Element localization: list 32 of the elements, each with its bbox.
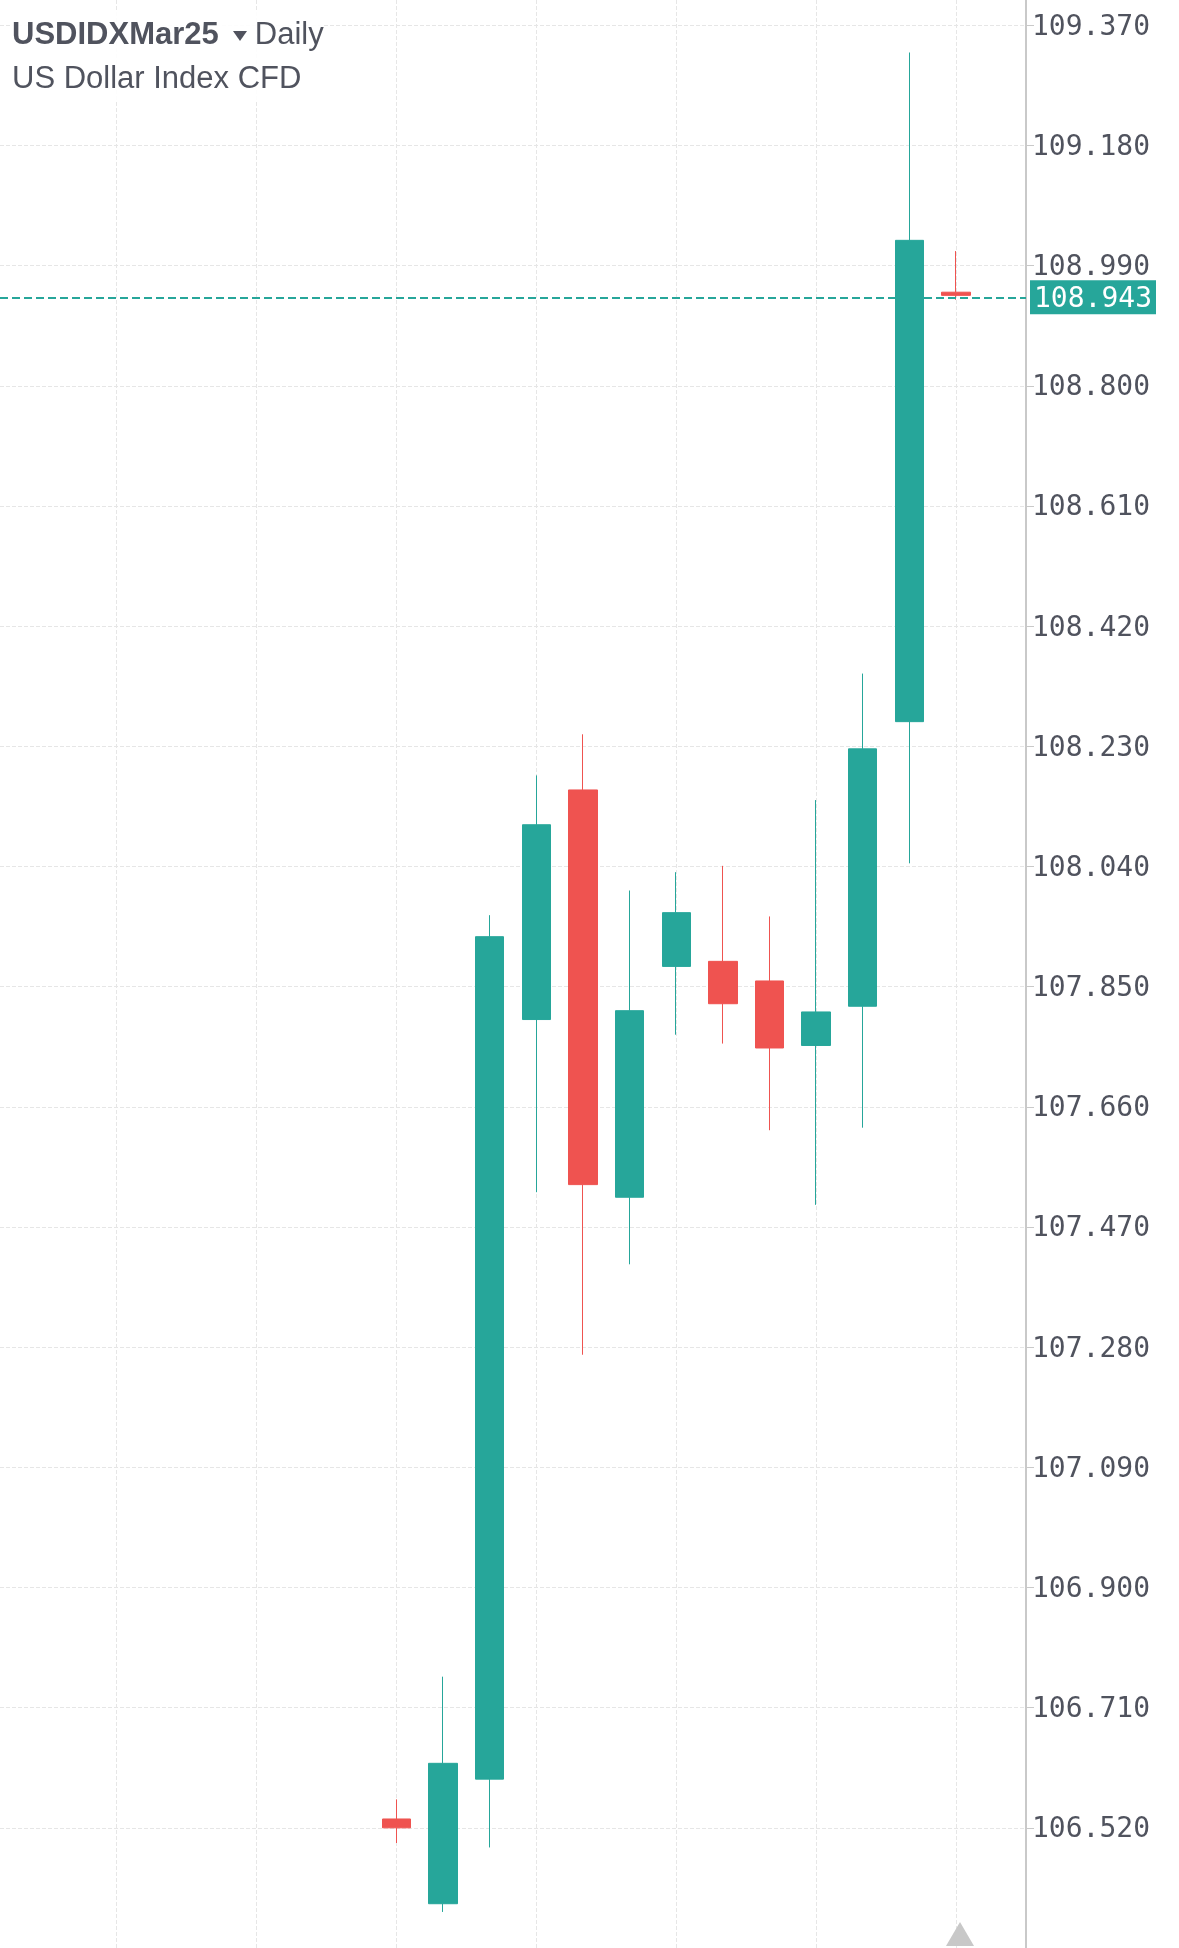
y-tick-label: 106.520: [1032, 1811, 1151, 1845]
candlestick: [428, 1676, 458, 1913]
y-tick-label: 106.710: [1032, 1691, 1151, 1725]
candlestick: [522, 774, 551, 1193]
ref-line-label: 108.943: [1034, 280, 1153, 314]
text: US Dollar Index CFD: [12, 59, 303, 97]
y-tick-label: 108.420: [1032, 609, 1151, 643]
y-tick-label: 109.370: [1032, 8, 1151, 42]
y-tick-label: 108.610: [1032, 489, 1151, 523]
y-tick-label: 107.280: [1032, 1330, 1151, 1364]
y-tick-label: 107.850: [1032, 970, 1151, 1004]
y-tick-label: 108.990: [1032, 249, 1151, 283]
candlestick: [615, 890, 644, 1265]
y-tick-label: 106.900: [1032, 1570, 1151, 1604]
annotation: Daily: [254, 16, 324, 51]
candlestick: [801, 799, 831, 1206]
y-tick-label: 107.660: [1032, 1090, 1151, 1124]
candlestick: [382, 1798, 411, 1844]
y-tick-label: 108.040: [1032, 849, 1151, 883]
candlestick: [755, 915, 784, 1131]
text: USDIDXMar25: [12, 16, 219, 51]
candlestick: [848, 673, 877, 1129]
y-tick-label: 108.800: [1032, 369, 1151, 403]
candlestick: [662, 871, 691, 1036]
candlestick: [941, 250, 971, 301]
y-tick-label: 109.180: [1032, 128, 1151, 162]
candlestick: [708, 865, 738, 1045]
y-tick-label: 107.090: [1032, 1450, 1151, 1484]
candlestick: [475, 914, 504, 1848]
candlestick: [568, 733, 598, 1356]
y-tick-label: 108.230: [1032, 729, 1151, 763]
y-tick-label: 107.470: [1032, 1210, 1151, 1244]
